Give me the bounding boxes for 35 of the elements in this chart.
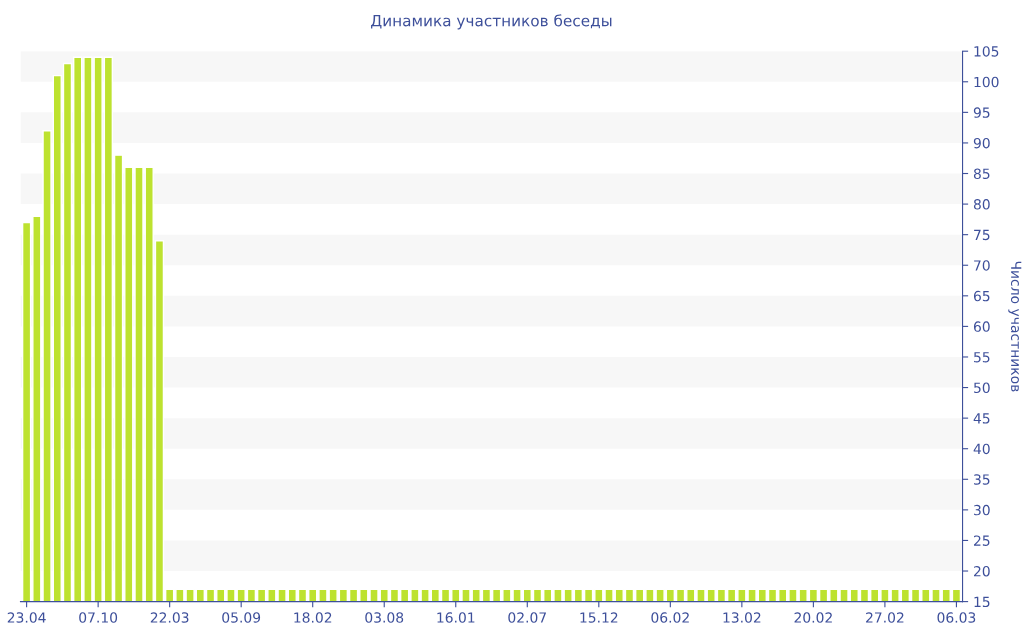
y-tick-label: 55 (974, 352, 990, 363)
y-tick-label: 30 (974, 504, 990, 516)
y-tick-label: 35 (974, 474, 990, 485)
y-tick-label: 50 (974, 382, 990, 394)
y-tick-label: 70 (974, 260, 990, 271)
y-tick-label: 85 (973, 168, 990, 179)
y-tick-label: 100 (974, 76, 999, 88)
y-tick-label: 40 (973, 443, 990, 455)
y-tick-label: 95 (973, 107, 990, 118)
x-tick-label: 05.09 (222, 612, 261, 623)
x-tick-label: 16.01 (437, 612, 475, 623)
y-tick-label: 20 (973, 565, 990, 577)
x-tick-label: 20.02 (794, 612, 832, 623)
y-tick-label: 15 (974, 596, 990, 608)
y-axis-title: Число участников (1008, 261, 1022, 392)
x-tick-label: 06.02 (651, 612, 689, 623)
x-tick-label: 06.03 (937, 612, 976, 623)
x-tick-label: 18.02 (294, 612, 332, 623)
x-tick-label: 02.07 (508, 612, 546, 623)
y-tick-label: 105 (974, 46, 999, 57)
y-tick-label: 80 (973, 199, 990, 210)
y-tick-label: 65 (973, 290, 990, 302)
x-tick-label: 13.02 (723, 612, 761, 623)
y-tick-label: 75 (974, 229, 990, 241)
x-tick-label: 27.02 (866, 612, 904, 623)
y-tick-label: 45 (973, 413, 990, 424)
y-tick-label: 90 (973, 137, 990, 149)
y-tick-label: 25 (973, 535, 990, 546)
x-tick-label: 22.03 (150, 612, 189, 623)
chart-title: Динамика участников беседы (371, 14, 612, 30)
x-tick-label: 23.04 (7, 612, 46, 623)
x-tick-label: 07.10 (79, 612, 118, 623)
x-tick-label: 03.08 (365, 612, 404, 623)
y-tick-label: 60 (973, 321, 990, 332)
x-tick-label: 15.12 (580, 612, 618, 623)
